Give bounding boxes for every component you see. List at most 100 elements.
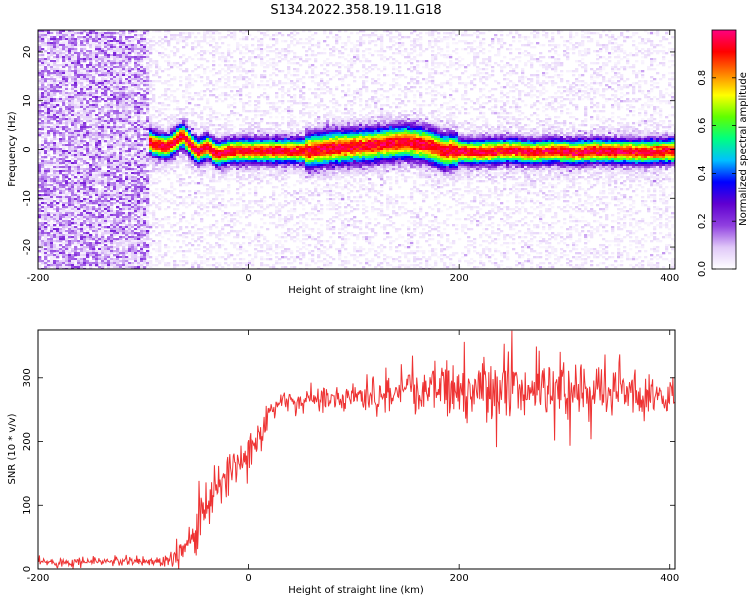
heatmap-cell	[152, 156, 156, 159]
heatmap-cell	[62, 62, 66, 65]
heatmap-cell	[137, 186, 141, 189]
heatmap-cell	[44, 94, 48, 97]
heatmap-cell	[86, 108, 90, 111]
heatmap-cell	[56, 122, 60, 125]
heatmap-cell	[128, 150, 132, 153]
heatmap-cell	[107, 126, 111, 129]
heatmap-cell	[80, 266, 84, 269]
heatmap-cell	[59, 200, 63, 203]
heatmap-cell	[80, 64, 84, 67]
heatmap-cell	[92, 242, 96, 245]
heatmap-cell	[158, 136, 162, 139]
heatmap-cell	[113, 250, 117, 253]
heatmap-cell	[128, 194, 132, 197]
heatmap-cell	[116, 224, 120, 227]
heatmap-cell	[137, 174, 141, 177]
heatmap-cell	[47, 204, 51, 207]
heatmap-cell	[197, 228, 201, 231]
heatmap-cell	[128, 208, 132, 211]
heatmap-cell	[62, 160, 66, 163]
heatmap-cell	[125, 96, 129, 99]
heatmap-cell	[173, 162, 177, 165]
heatmap-cell	[89, 108, 93, 111]
heatmap-cell	[206, 192, 210, 195]
heatmap-cell	[155, 218, 159, 221]
heatmap-cell	[47, 44, 51, 47]
heatmap-cell	[101, 134, 105, 137]
heatmap-cell	[89, 80, 93, 83]
heatmap-cell	[209, 228, 213, 231]
heatmap-cell	[191, 112, 195, 115]
heatmap-cell	[104, 46, 108, 49]
heatmap-cell	[158, 224, 162, 227]
heatmap-cell	[65, 166, 69, 169]
heatmap-cell	[125, 82, 129, 85]
heatmap-cell	[125, 70, 129, 73]
heatmap-cell	[74, 92, 78, 95]
heatmap-cell	[146, 106, 150, 109]
heatmap-cell	[173, 266, 177, 269]
heatmap-cell	[173, 212, 177, 215]
heatmap-cell	[134, 66, 138, 69]
heatmap-cell	[92, 46, 96, 49]
heatmap-cell	[92, 260, 96, 263]
heatmap-cell	[128, 54, 132, 57]
heatmap-cell	[98, 58, 102, 61]
heatmap-cell	[77, 38, 81, 41]
heatmap-cell	[68, 184, 72, 187]
heatmap-cell	[80, 164, 84, 167]
heatmap-cell	[206, 50, 210, 53]
heatmap-cell	[152, 212, 156, 215]
heatmap-cell	[200, 260, 204, 263]
heatmap-cell	[143, 96, 147, 99]
heatmap-cell	[47, 52, 51, 55]
heatmap-cell	[110, 48, 114, 51]
heatmap-cell	[71, 116, 75, 119]
heatmap-cell	[194, 262, 198, 265]
heatmap-cell	[137, 134, 141, 137]
heatmap-cell	[170, 144, 174, 147]
heatmap-cell	[92, 160, 96, 163]
heatmap-cell	[44, 90, 48, 93]
heatmap-cell	[134, 210, 138, 213]
heatmap-cell	[185, 68, 189, 71]
heatmap-cell	[98, 116, 102, 119]
heatmap-cell	[143, 246, 147, 249]
heatmap-cell	[50, 200, 54, 203]
heatmap-cell	[200, 124, 204, 127]
heatmap-cell	[113, 178, 117, 181]
heatmap-cell	[56, 124, 60, 127]
heatmap-cell	[173, 90, 177, 93]
heatmap-cell	[164, 262, 168, 265]
heatmap-cell	[74, 58, 78, 61]
heatmap-cell	[38, 38, 42, 41]
heatmap-cell	[104, 54, 108, 57]
heatmap-cell	[197, 136, 201, 139]
heatmap-cell	[119, 42, 123, 45]
heatmap-cell	[143, 238, 147, 241]
heatmap-cell	[146, 78, 150, 81]
heatmap-cell	[113, 156, 117, 159]
heatmap-cell	[164, 174, 168, 177]
heatmap-cell	[95, 118, 99, 121]
heatmap-cell	[92, 208, 96, 211]
heatmap-cell	[113, 66, 117, 69]
heatmap-cell	[74, 206, 78, 209]
heatmap-cell	[167, 156, 171, 159]
heatmap-cell	[104, 258, 108, 261]
heatmap-cell	[77, 178, 81, 181]
heatmap-cell	[116, 40, 120, 43]
heatmap-cell	[41, 204, 45, 207]
heatmap-cell	[68, 122, 72, 125]
heatmap-cell	[203, 246, 207, 249]
heatmap-cell	[71, 106, 75, 109]
heatmap-cell	[50, 48, 54, 51]
heatmap-cell	[71, 260, 75, 263]
heatmap-cell	[44, 112, 48, 115]
heatmap-cell	[86, 126, 90, 129]
heatmap-cell	[113, 70, 117, 73]
heatmap-cell	[62, 32, 66, 35]
heatmap-cell	[173, 76, 177, 79]
heatmap-cell	[74, 188, 78, 191]
heatmap-cell	[152, 106, 156, 109]
